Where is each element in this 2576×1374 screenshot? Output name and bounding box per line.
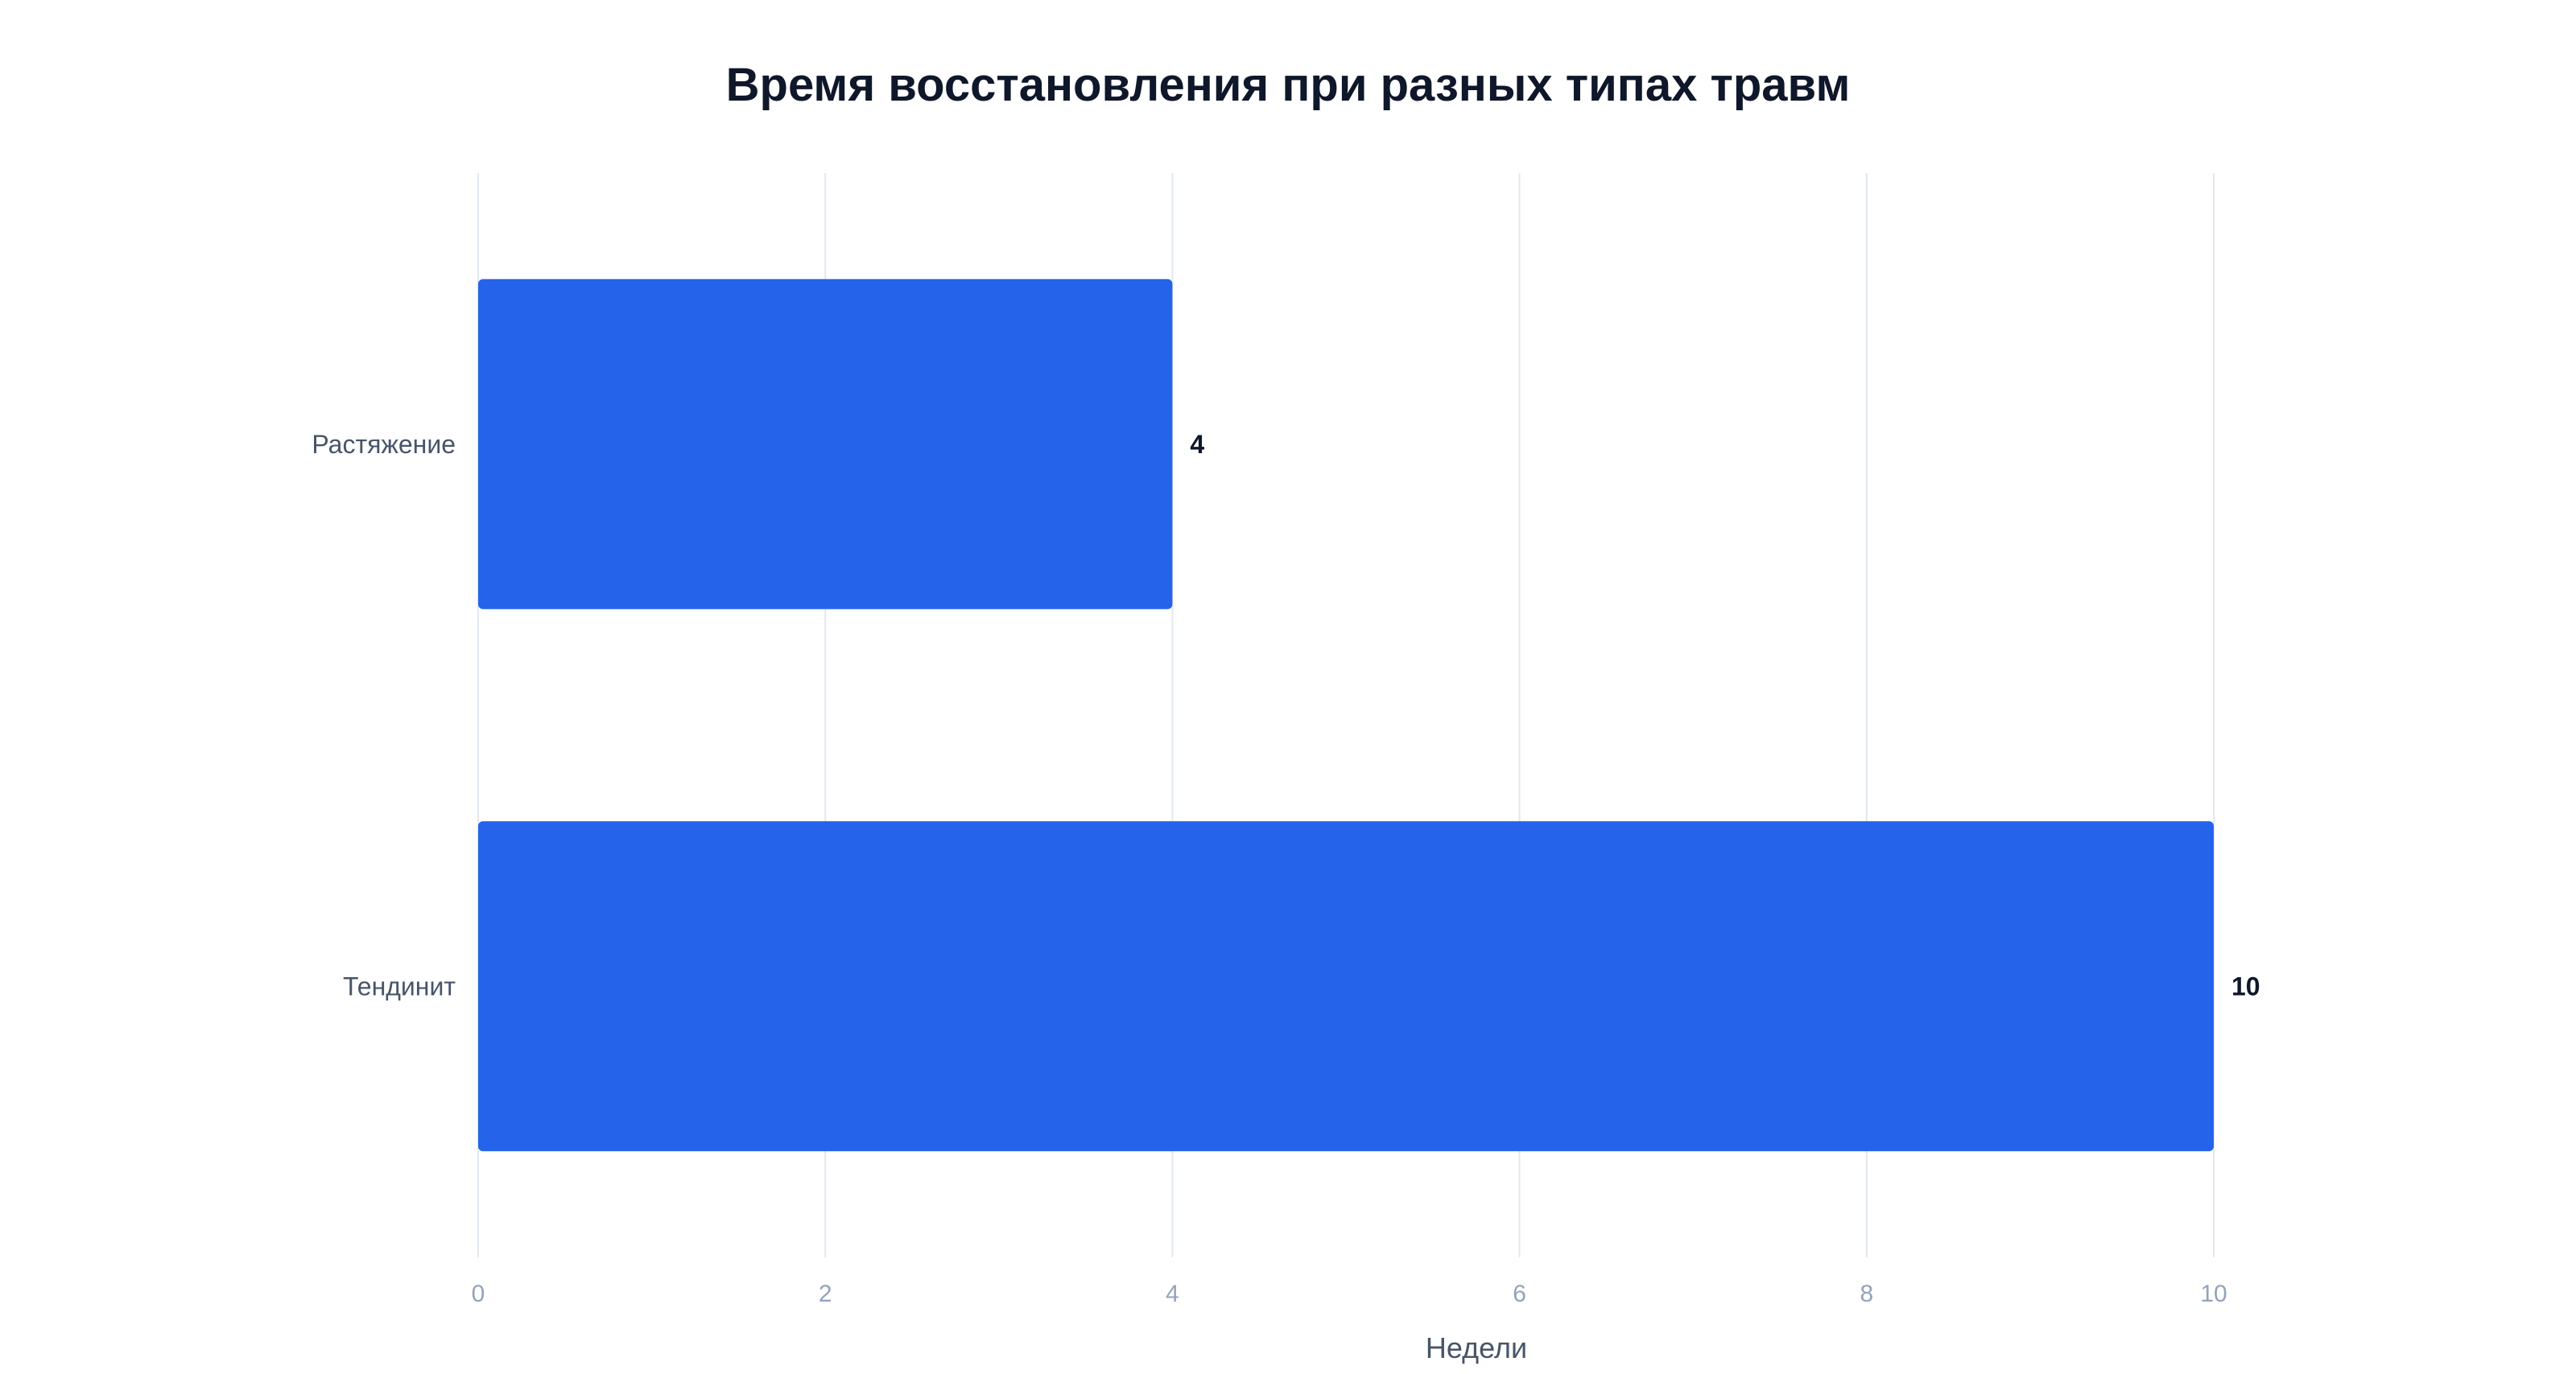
bar xyxy=(478,821,2214,1152)
x-tick-label: 0 xyxy=(472,1281,485,1307)
x-tick-label: 4 xyxy=(1166,1281,1179,1307)
value-label: 4 xyxy=(1190,430,1204,459)
category-labels: Растяжение Тендинит xyxy=(312,430,456,1001)
x-tick-label: 2 xyxy=(819,1281,832,1307)
category-label: Тендинит xyxy=(343,972,456,1001)
x-tick-label: 6 xyxy=(1513,1281,1526,1307)
value-label: 10 xyxy=(2231,972,2260,1001)
x-tick-label: 8 xyxy=(1860,1281,1873,1307)
bar xyxy=(478,279,1173,609)
chart-title: Время восстановления при разных типах тр… xyxy=(726,59,1851,111)
x-axis-ticks: 0 2 4 6 8 10 xyxy=(472,1281,2227,1307)
value-labels: 4 10 xyxy=(1190,430,2260,1001)
x-tick-label: 10 xyxy=(2200,1281,2227,1307)
bars xyxy=(478,279,2214,1152)
category-label: Растяжение xyxy=(312,430,456,459)
x-axis-title: Недели xyxy=(1426,1331,1527,1364)
